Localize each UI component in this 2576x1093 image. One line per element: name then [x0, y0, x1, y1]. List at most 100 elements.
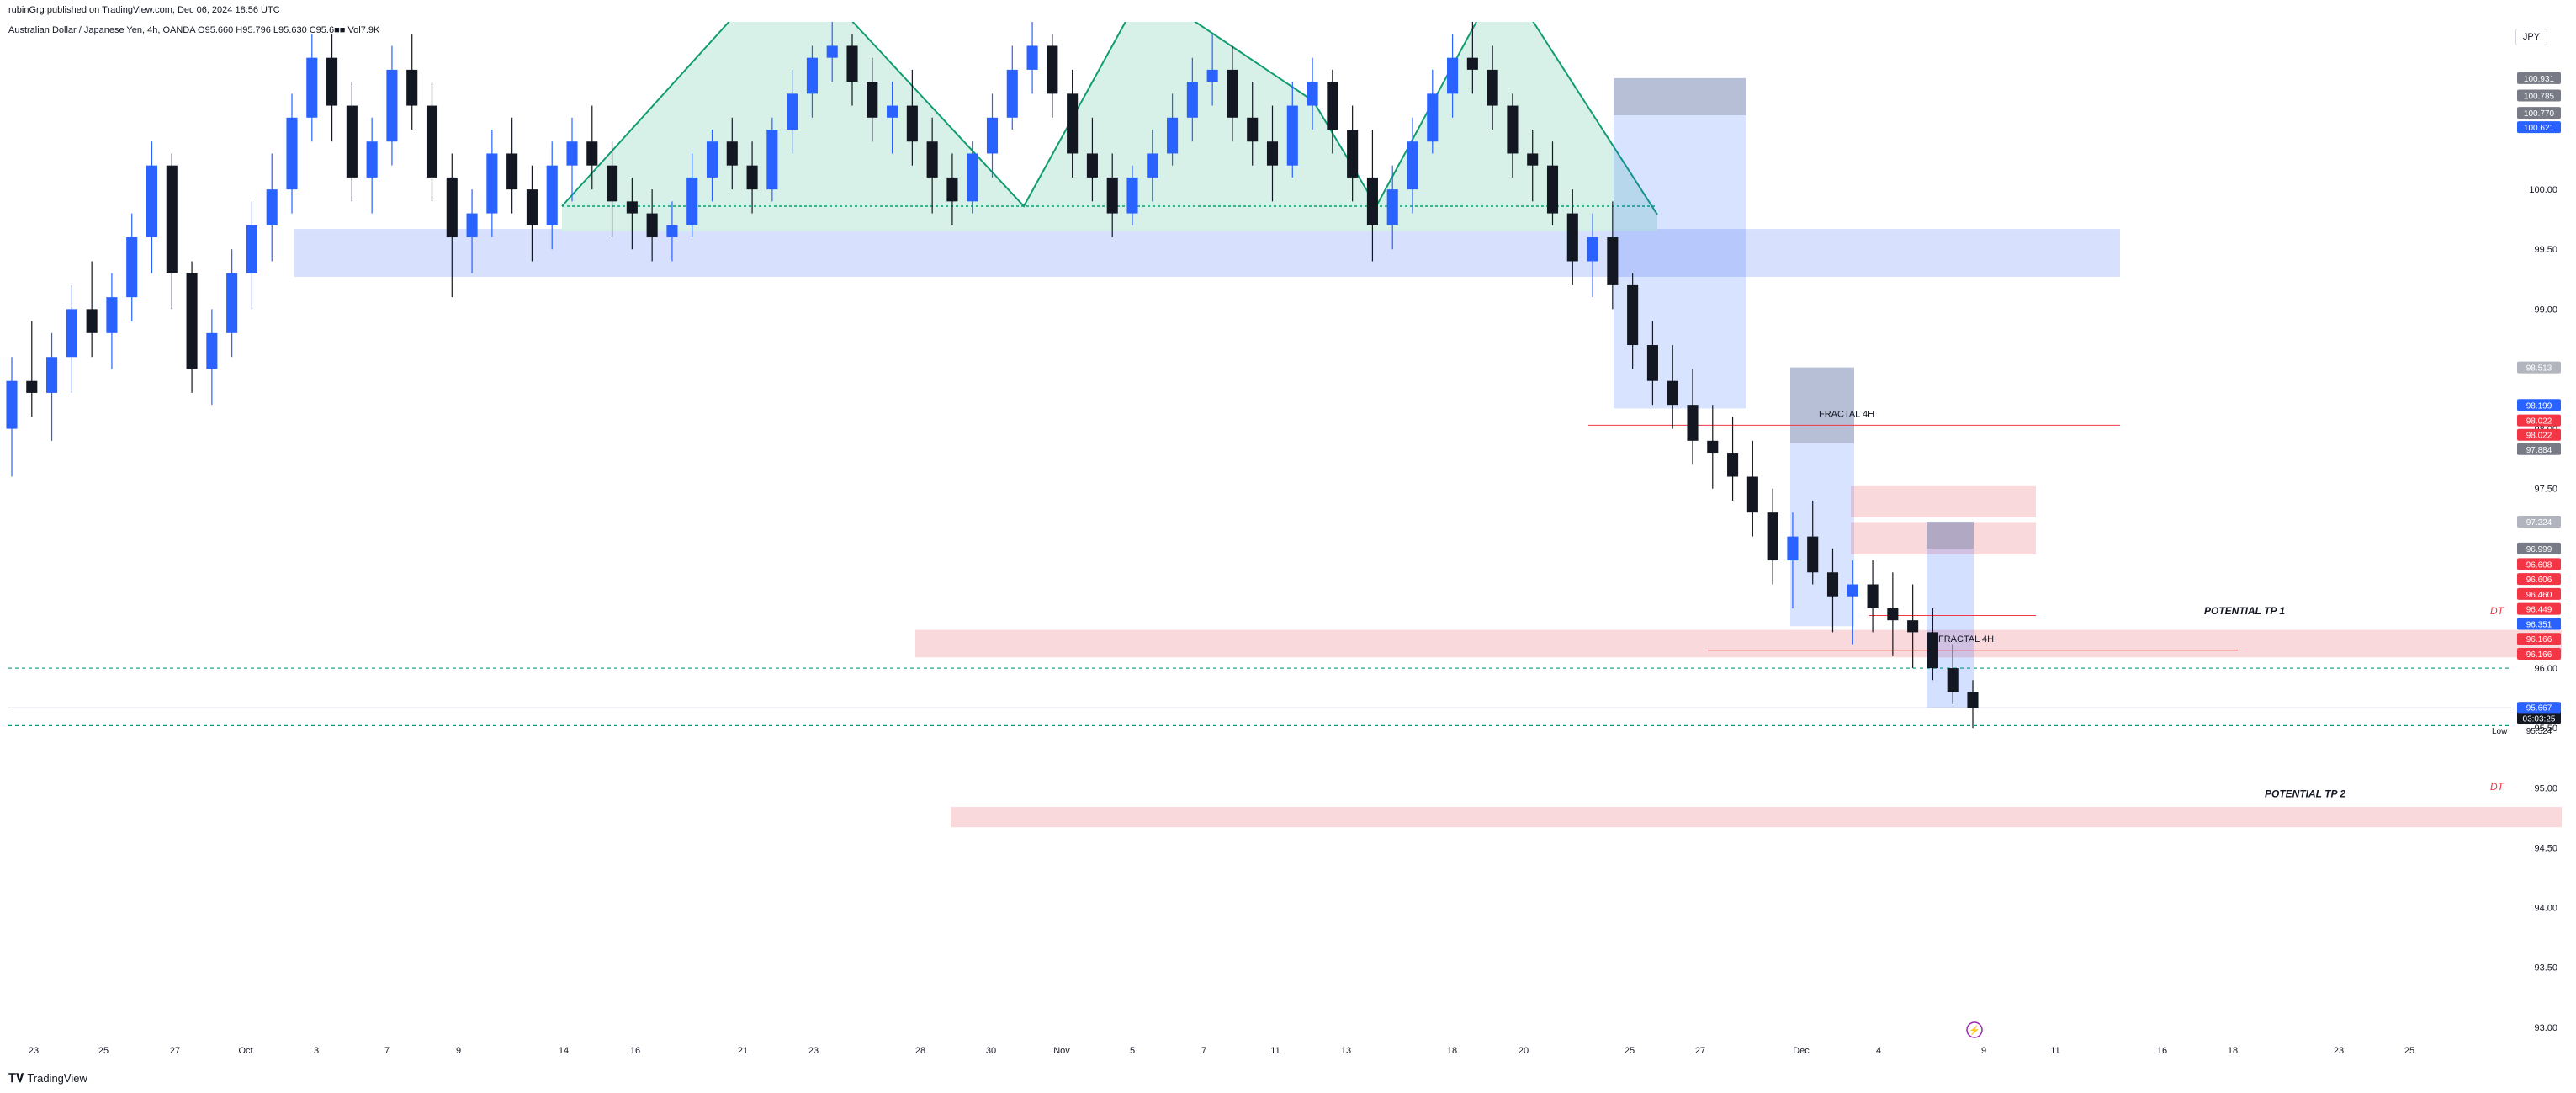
potential-tp2-label: POTENTIAL TP 2 — [2265, 788, 2345, 800]
candle-body — [246, 225, 257, 273]
time-tick-label: Dec — [1793, 1046, 1810, 1056]
candle — [1947, 644, 1959, 704]
red-zone — [1851, 522, 2036, 554]
price-axis-badge: 96.608 — [2517, 558, 2561, 570]
time-tick-label: 30 — [986, 1046, 996, 1056]
candle-body — [1327, 82, 1338, 130]
candle — [1106, 153, 1118, 238]
candle-body — [1767, 512, 1778, 561]
time-tick-label: 4 — [1876, 1046, 1881, 1056]
candle-body — [266, 189, 278, 225]
candle — [1186, 57, 1198, 142]
candle — [607, 141, 618, 238]
price-axis-badge: 96.166 — [2517, 648, 2561, 661]
candle — [1327, 69, 1338, 154]
candle-body — [386, 69, 398, 142]
time-tick-label: 3 — [314, 1046, 319, 1056]
candle-body — [406, 69, 418, 106]
candle-body — [787, 93, 798, 130]
time-tick-label: 13 — [1341, 1046, 1351, 1056]
time-tick-label: 25 — [98, 1046, 109, 1056]
candle — [726, 117, 738, 190]
price-tick-label: 96.00 — [2534, 664, 2557, 674]
candle-body — [6, 380, 18, 429]
price-axis-badge: 96.351 — [2517, 618, 2561, 630]
candle — [206, 309, 218, 406]
price-axis-badge: 98.022 — [2517, 428, 2561, 441]
price-tick-label: 99.00 — [2534, 305, 2557, 315]
symbol-legend[interactable]: Australian Dollar / Japanese Yen, 4h, OA… — [8, 25, 380, 35]
price-labels: 100.931 100.785 100.770 100.621 98.513 98.199… — [2492, 72, 2561, 736]
price-axis-badge-label: 100.931 — [2524, 75, 2555, 84]
candle-body — [1167, 117, 1179, 154]
levels — [8, 424, 2511, 726]
fractal-4h-label: FRACTAL 4H — [1938, 634, 1994, 645]
annotations: FRACTAL 4H FRACTAL 4H POTENTIAL TP 1 POTENT… — [1819, 409, 2505, 799]
tradingview-logo-icon: 𝐓𝐕 — [8, 1071, 24, 1085]
time-tick-label: 5 — [1130, 1046, 1135, 1056]
price-tick-label: 93.50 — [2534, 963, 2557, 974]
candle-body — [626, 201, 638, 214]
time-tick-label: 28 — [915, 1046, 925, 1056]
time-tick-label: 11 — [1270, 1046, 1280, 1056]
publisher-caption: rubinGrg published on TradingView.com, D… — [8, 5, 280, 15]
candle — [1447, 34, 1459, 118]
candle — [486, 130, 498, 238]
candle — [106, 273, 118, 369]
candle-body — [1787, 536, 1799, 561]
candle — [706, 130, 718, 202]
time-tick-label: 14 — [559, 1046, 569, 1056]
candle-body — [286, 117, 298, 190]
candle — [526, 165, 538, 262]
candle-body — [1286, 105, 1298, 166]
candle — [1967, 680, 1979, 729]
fractal-4h-label: FRACTAL 4H — [1819, 409, 1874, 419]
candle — [466, 189, 478, 273]
candle — [506, 117, 518, 214]
candle — [787, 69, 798, 154]
candle — [926, 117, 938, 214]
candle-body — [646, 213, 658, 238]
candle-body — [846, 45, 858, 82]
currency-button[interactable]: JPY — [2515, 29, 2547, 45]
time-tick-label: 7 — [1201, 1046, 1206, 1056]
candle — [246, 201, 257, 310]
candle — [887, 82, 898, 154]
candle-body — [1546, 165, 1559, 214]
candle — [266, 153, 278, 262]
candle — [1366, 130, 1378, 262]
footer-brand[interactable]: 𝐓𝐕 TradingView — [8, 1071, 87, 1085]
candle-body — [926, 141, 938, 178]
candle-body — [26, 380, 38, 393]
candle — [286, 93, 298, 214]
candle-body — [1907, 620, 1919, 633]
candle-body — [226, 273, 238, 333]
candle — [1266, 105, 1279, 202]
candle — [546, 141, 558, 250]
candle — [986, 93, 999, 178]
candle-body — [1067, 93, 1079, 154]
time-tick-label: 23 — [2334, 1046, 2344, 1056]
candle-body — [1646, 345, 1658, 381]
candle-body — [1266, 141, 1279, 166]
price-tick-label: 93.00 — [2534, 1023, 2557, 1033]
stop-box — [1614, 77, 1746, 115]
candle-body — [1206, 69, 1218, 82]
price-axis-badge-label: 97.884 — [2526, 446, 2552, 455]
price-axis-badge-label: 96.999 — [2526, 545, 2552, 554]
candle-body — [126, 237, 138, 298]
price-axis-badge: 98.199 — [2517, 399, 2561, 411]
price-axis-badge-label: 96.608 — [2526, 560, 2552, 570]
candle-body — [1487, 69, 1498, 106]
candle-body — [1047, 45, 1058, 94]
candle-body — [1247, 117, 1259, 142]
candle-body — [1527, 153, 1539, 166]
price-tick-label: 100.00 — [2529, 185, 2557, 195]
low-badge: Low 95.524 — [2492, 727, 2552, 736]
candle — [1347, 105, 1359, 202]
candle — [1807, 500, 1819, 585]
candle-body — [1407, 141, 1418, 190]
price-axis-badge: 98.513 — [2517, 361, 2561, 374]
price-axis-badge: 98.022 — [2517, 414, 2561, 427]
